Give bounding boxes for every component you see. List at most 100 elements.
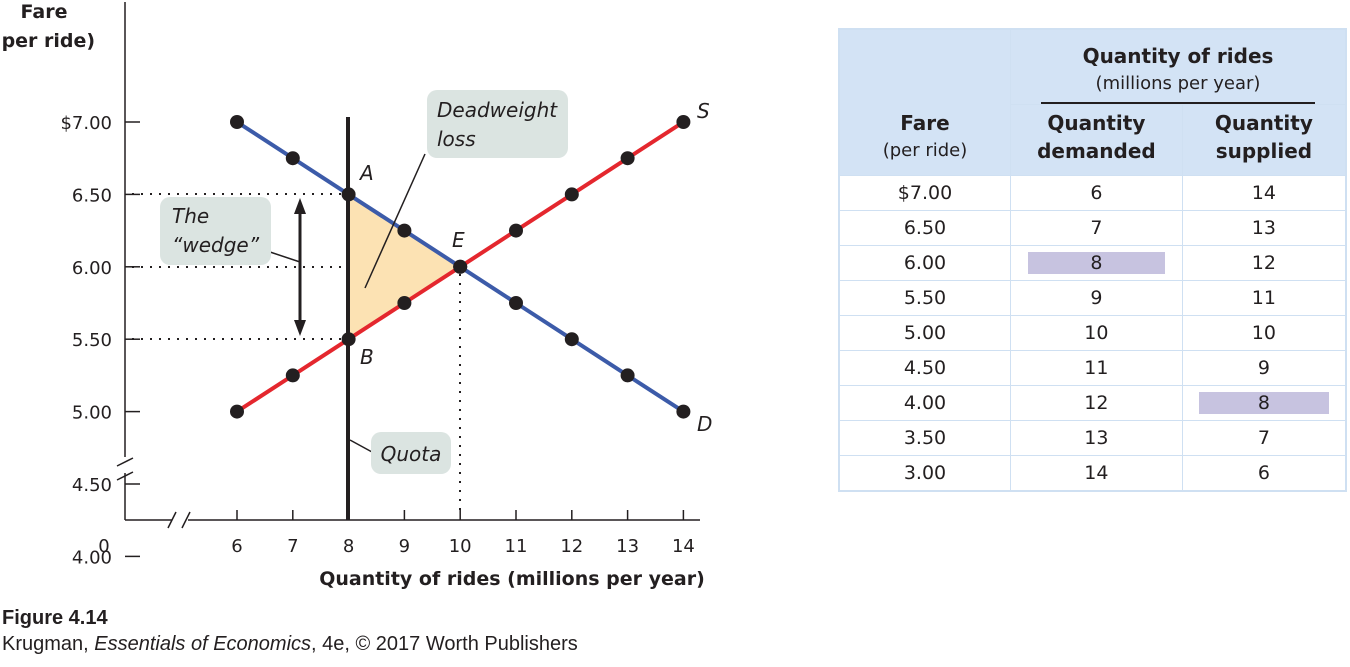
x-tick-label: 10: [449, 536, 472, 557]
x-tick-label: 6: [231, 536, 242, 557]
supply-point: [509, 223, 523, 238]
deadweight-callout: [427, 90, 568, 158]
supply-point: [341, 332, 356, 347]
supplied-cell: 7: [1181, 420, 1347, 456]
demanded-cell: 13: [1010, 420, 1183, 456]
fare-header-line2: (per ride): [882, 140, 968, 161]
fare-cell: 5.50: [838, 280, 1011, 316]
supply-point: [230, 404, 244, 419]
table-row: 3.50 13 7: [838, 420, 1347, 456]
demanded-cell: 6: [1010, 175, 1183, 211]
demand-point: [676, 404, 691, 419]
deadweight-loss-area: [348, 194, 460, 339]
quantity-group-header: Quantity of rides (millions per year): [1010, 28, 1347, 105]
y-tick-label: 4.00: [72, 547, 112, 568]
fare-cell: 3.00: [838, 455, 1011, 492]
quota-callout-label: Quota: [381, 442, 442, 466]
fare-header-line1: Fare: [900, 111, 950, 135]
supply-point: [564, 187, 579, 202]
fare-cell: 6.00: [838, 245, 1011, 281]
y-axis-break: [116, 457, 134, 481]
x-tick-label: 8: [343, 536, 354, 557]
x-tick-label: 14: [672, 536, 695, 557]
demanded-cell: 14: [1010, 455, 1183, 492]
demanded-cell: 7: [1010, 210, 1183, 246]
table-row: 6.00 8 12: [838, 245, 1347, 281]
demand-point: [620, 368, 635, 383]
y-tick-label: 4.50: [72, 475, 112, 496]
supplied-cell: 8: [1181, 385, 1347, 421]
supplied-cell: 11: [1181, 280, 1347, 316]
supply-demand-table: Fare (per ride) Quantity of rides (milli…: [838, 28, 1347, 492]
y-tick-label: 5.50: [72, 330, 112, 351]
figure-source: Krugman, Essentials of Economics, 4e, © …: [2, 630, 578, 658]
quota-leader: [349, 439, 373, 453]
supplied-cell: 6: [1181, 455, 1347, 492]
y-tick-label: 5.00: [72, 403, 112, 424]
wedge-callout-line1: The: [172, 204, 209, 228]
deadweight-callout-line2: loss: [437, 127, 476, 151]
fare-header: Fare (per ride): [838, 28, 1011, 176]
quantity-group-line2: (millions per year): [1095, 73, 1261, 94]
x-tick-label: 13: [616, 536, 639, 557]
wedge-leader: [269, 251, 301, 263]
demand-point: [285, 151, 300, 166]
x-tick-label: 9: [399, 536, 410, 557]
demand-point: [509, 296, 523, 310]
wedge-arrow-head-up: [294, 198, 306, 214]
table-row: 5.50 9 11: [838, 280, 1347, 316]
point-e-label: E: [452, 228, 465, 252]
figure-number: Figure 4.14: [2, 607, 108, 629]
demanded-cell: 10: [1010, 315, 1183, 351]
demanded-header-line2: demanded: [1037, 139, 1156, 163]
fare-cell: 4.50: [838, 350, 1011, 386]
demand-point: [564, 332, 579, 347]
point-a-label: A: [358, 161, 374, 185]
x-tick-label: 12: [560, 536, 583, 557]
y-tick-label: 6.00: [72, 258, 112, 279]
supply-point: [397, 296, 412, 310]
supplied-header-line1: Quantity: [1214, 111, 1313, 135]
y-axis-title-sub: (per ride): [0, 30, 95, 52]
supply-point: [676, 115, 691, 129]
supplied-cell: 14: [1181, 175, 1347, 211]
supplied-cell: 12: [1181, 245, 1347, 281]
wedge-callout-line2: “wedge”: [172, 233, 260, 257]
source-title: Essentials of Economics: [94, 633, 312, 655]
demand-label: D: [697, 412, 712, 436]
supplied-header: Quantity supplied: [1181, 104, 1347, 176]
demanded-cell: 12: [1010, 385, 1183, 421]
wedge-callout: [160, 197, 271, 265]
supplied-cell: 9: [1181, 350, 1347, 386]
demanded-cell: 8: [1010, 245, 1183, 281]
highlighted-supplied: 8: [1198, 392, 1329, 414]
wedge-arrow-head-down: [294, 320, 306, 336]
fare-cell: 6.50: [838, 210, 1011, 246]
demanded-header-line1: Quantity: [1047, 111, 1146, 135]
demanded-header: Quantity demanded: [1010, 104, 1183, 176]
source-suffix: , 4e, © 2017 Worth Publishers: [311, 633, 578, 655]
figure-caption: Figure 4.14 Krugman, Essentials of Econo…: [2, 606, 578, 658]
x-tick-label: 7: [287, 536, 298, 557]
supply-point: [453, 259, 468, 274]
table-row: 6.50 7 13: [838, 210, 1347, 246]
fare-cell: 3.50: [838, 420, 1011, 456]
supply-point: [620, 151, 635, 166]
x-tick-label: 11: [505, 536, 528, 557]
fare-cell: 5.00: [838, 315, 1011, 351]
quota-callout: [371, 432, 451, 474]
origin-label: 0: [98, 536, 109, 557]
table-row: 5.00 10 10: [838, 315, 1347, 351]
supply-label: S: [697, 99, 710, 123]
x-axis-title: Quantity of rides (millions per year): [319, 568, 705, 590]
table-row: 4.50 11 9: [838, 350, 1347, 386]
y-tick-label: 6.50: [72, 185, 112, 206]
table-row: $7.00 6 14: [838, 175, 1347, 211]
demanded-cell: 9: [1010, 280, 1183, 316]
demand-point: [397, 223, 412, 238]
table-row: 3.00 14 6: [838, 455, 1347, 492]
demand-point: [341, 187, 356, 202]
table-row: 4.00 12 8: [838, 385, 1347, 421]
supplied-header-line2: supplied: [1215, 139, 1313, 163]
x-axis-break: [167, 511, 191, 529]
